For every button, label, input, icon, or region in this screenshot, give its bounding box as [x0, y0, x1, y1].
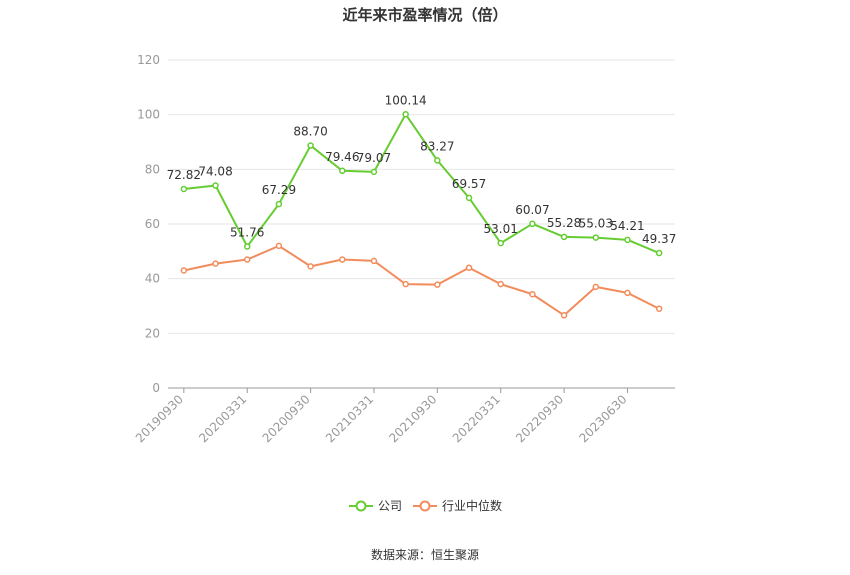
- industry-median-point: [307, 263, 314, 270]
- chart-title: 近年来市盈率情况（倍）: [342, 6, 508, 24]
- company-point: [339, 167, 346, 175]
- legend-industry-median-marker: [419, 500, 431, 512]
- legend-item-company: 公司: [349, 499, 402, 513]
- company-point: [655, 249, 663, 257]
- company-data-label: 60.07: [515, 203, 549, 217]
- company-point: [592, 234, 600, 241]
- company-data-label: 53.01: [484, 222, 518, 236]
- x-tick-label: 20230630: [577, 392, 630, 445]
- company-point: [307, 142, 314, 149]
- company-data-label: 69.57: [452, 177, 486, 191]
- company-point: [624, 236, 631, 244]
- industry-median-point: [180, 267, 188, 274]
- company-point: [560, 233, 568, 241]
- industry-median-point: [275, 242, 283, 250]
- company-data-label: 83.27: [420, 139, 454, 153]
- industry-median-point: [560, 312, 568, 319]
- industry-median-point: [402, 280, 409, 288]
- y-tick-label: 40: [145, 272, 160, 286]
- industry-median-point: [434, 281, 441, 288]
- x-tick-label: 20190930: [133, 392, 186, 445]
- x-tick-label: 20200331: [196, 392, 249, 445]
- company-point: [212, 182, 219, 189]
- source-note: 数据来源：恒生聚源: [370, 548, 479, 562]
- company-point: [402, 111, 409, 118]
- legend-industry-median-label: 行业中位数: [442, 498, 502, 513]
- company-data-label: 55.03: [579, 217, 613, 231]
- company-data-label: 51.76: [230, 226, 264, 240]
- company-data-label: 100.14: [385, 93, 427, 107]
- company-point: [465, 194, 473, 202]
- y-tick-label: 120: [137, 53, 160, 67]
- company-data-label: 79.07: [357, 151, 391, 165]
- y-tick-label: 100: [137, 108, 160, 122]
- industry-median-point: [497, 280, 504, 288]
- company-data-label: 79.46: [325, 150, 359, 164]
- y-tick-label: 20: [145, 326, 160, 340]
- company-point: [434, 157, 441, 164]
- industry-median-point: [339, 256, 346, 263]
- company-point: [497, 239, 504, 247]
- company-data-label: 67.29: [262, 183, 296, 197]
- company-data-label: 49.37: [642, 232, 676, 246]
- company-data-label: 74.08: [198, 165, 232, 179]
- company-data-label: 88.70: [293, 125, 327, 139]
- legend-company-marker: [355, 500, 367, 512]
- company-data-label: 55.28: [547, 216, 581, 230]
- industry-median-point: [465, 264, 473, 271]
- industry-median-point: [529, 290, 536, 298]
- industry-median-point: [592, 283, 600, 291]
- industry-median-point: [655, 305, 663, 312]
- company-point: [529, 220, 536, 228]
- industry-median-series-line: [183, 244, 660, 317]
- company-series-line: [183, 113, 660, 254]
- x-tick-label: 20210331: [323, 392, 376, 445]
- industry-median-point: [624, 289, 631, 297]
- x-tick-label: 20210930: [386, 392, 439, 445]
- y-tick-label: 60: [145, 217, 160, 231]
- company-point: [243, 243, 251, 250]
- industry-median-point: [370, 257, 378, 265]
- legend-item-industry-median: 行业中位数: [413, 498, 502, 513]
- company-point: [275, 200, 283, 208]
- x-tick-label: 20220331: [450, 392, 503, 445]
- y-tick-label: 80: [145, 162, 160, 176]
- y-tick-label: 0: [152, 381, 160, 395]
- company-point: [370, 168, 378, 176]
- x-tick-label: 20200930: [260, 392, 313, 445]
- company-point: [180, 185, 188, 193]
- industry-median-point: [243, 256, 251, 263]
- legend-company-label: 公司: [378, 499, 402, 513]
- company-data-label: 72.82: [167, 168, 201, 182]
- x-tick-label: 20220930: [513, 392, 566, 445]
- company-data-label: 54.21: [610, 219, 644, 233]
- industry-median-point: [212, 260, 219, 267]
